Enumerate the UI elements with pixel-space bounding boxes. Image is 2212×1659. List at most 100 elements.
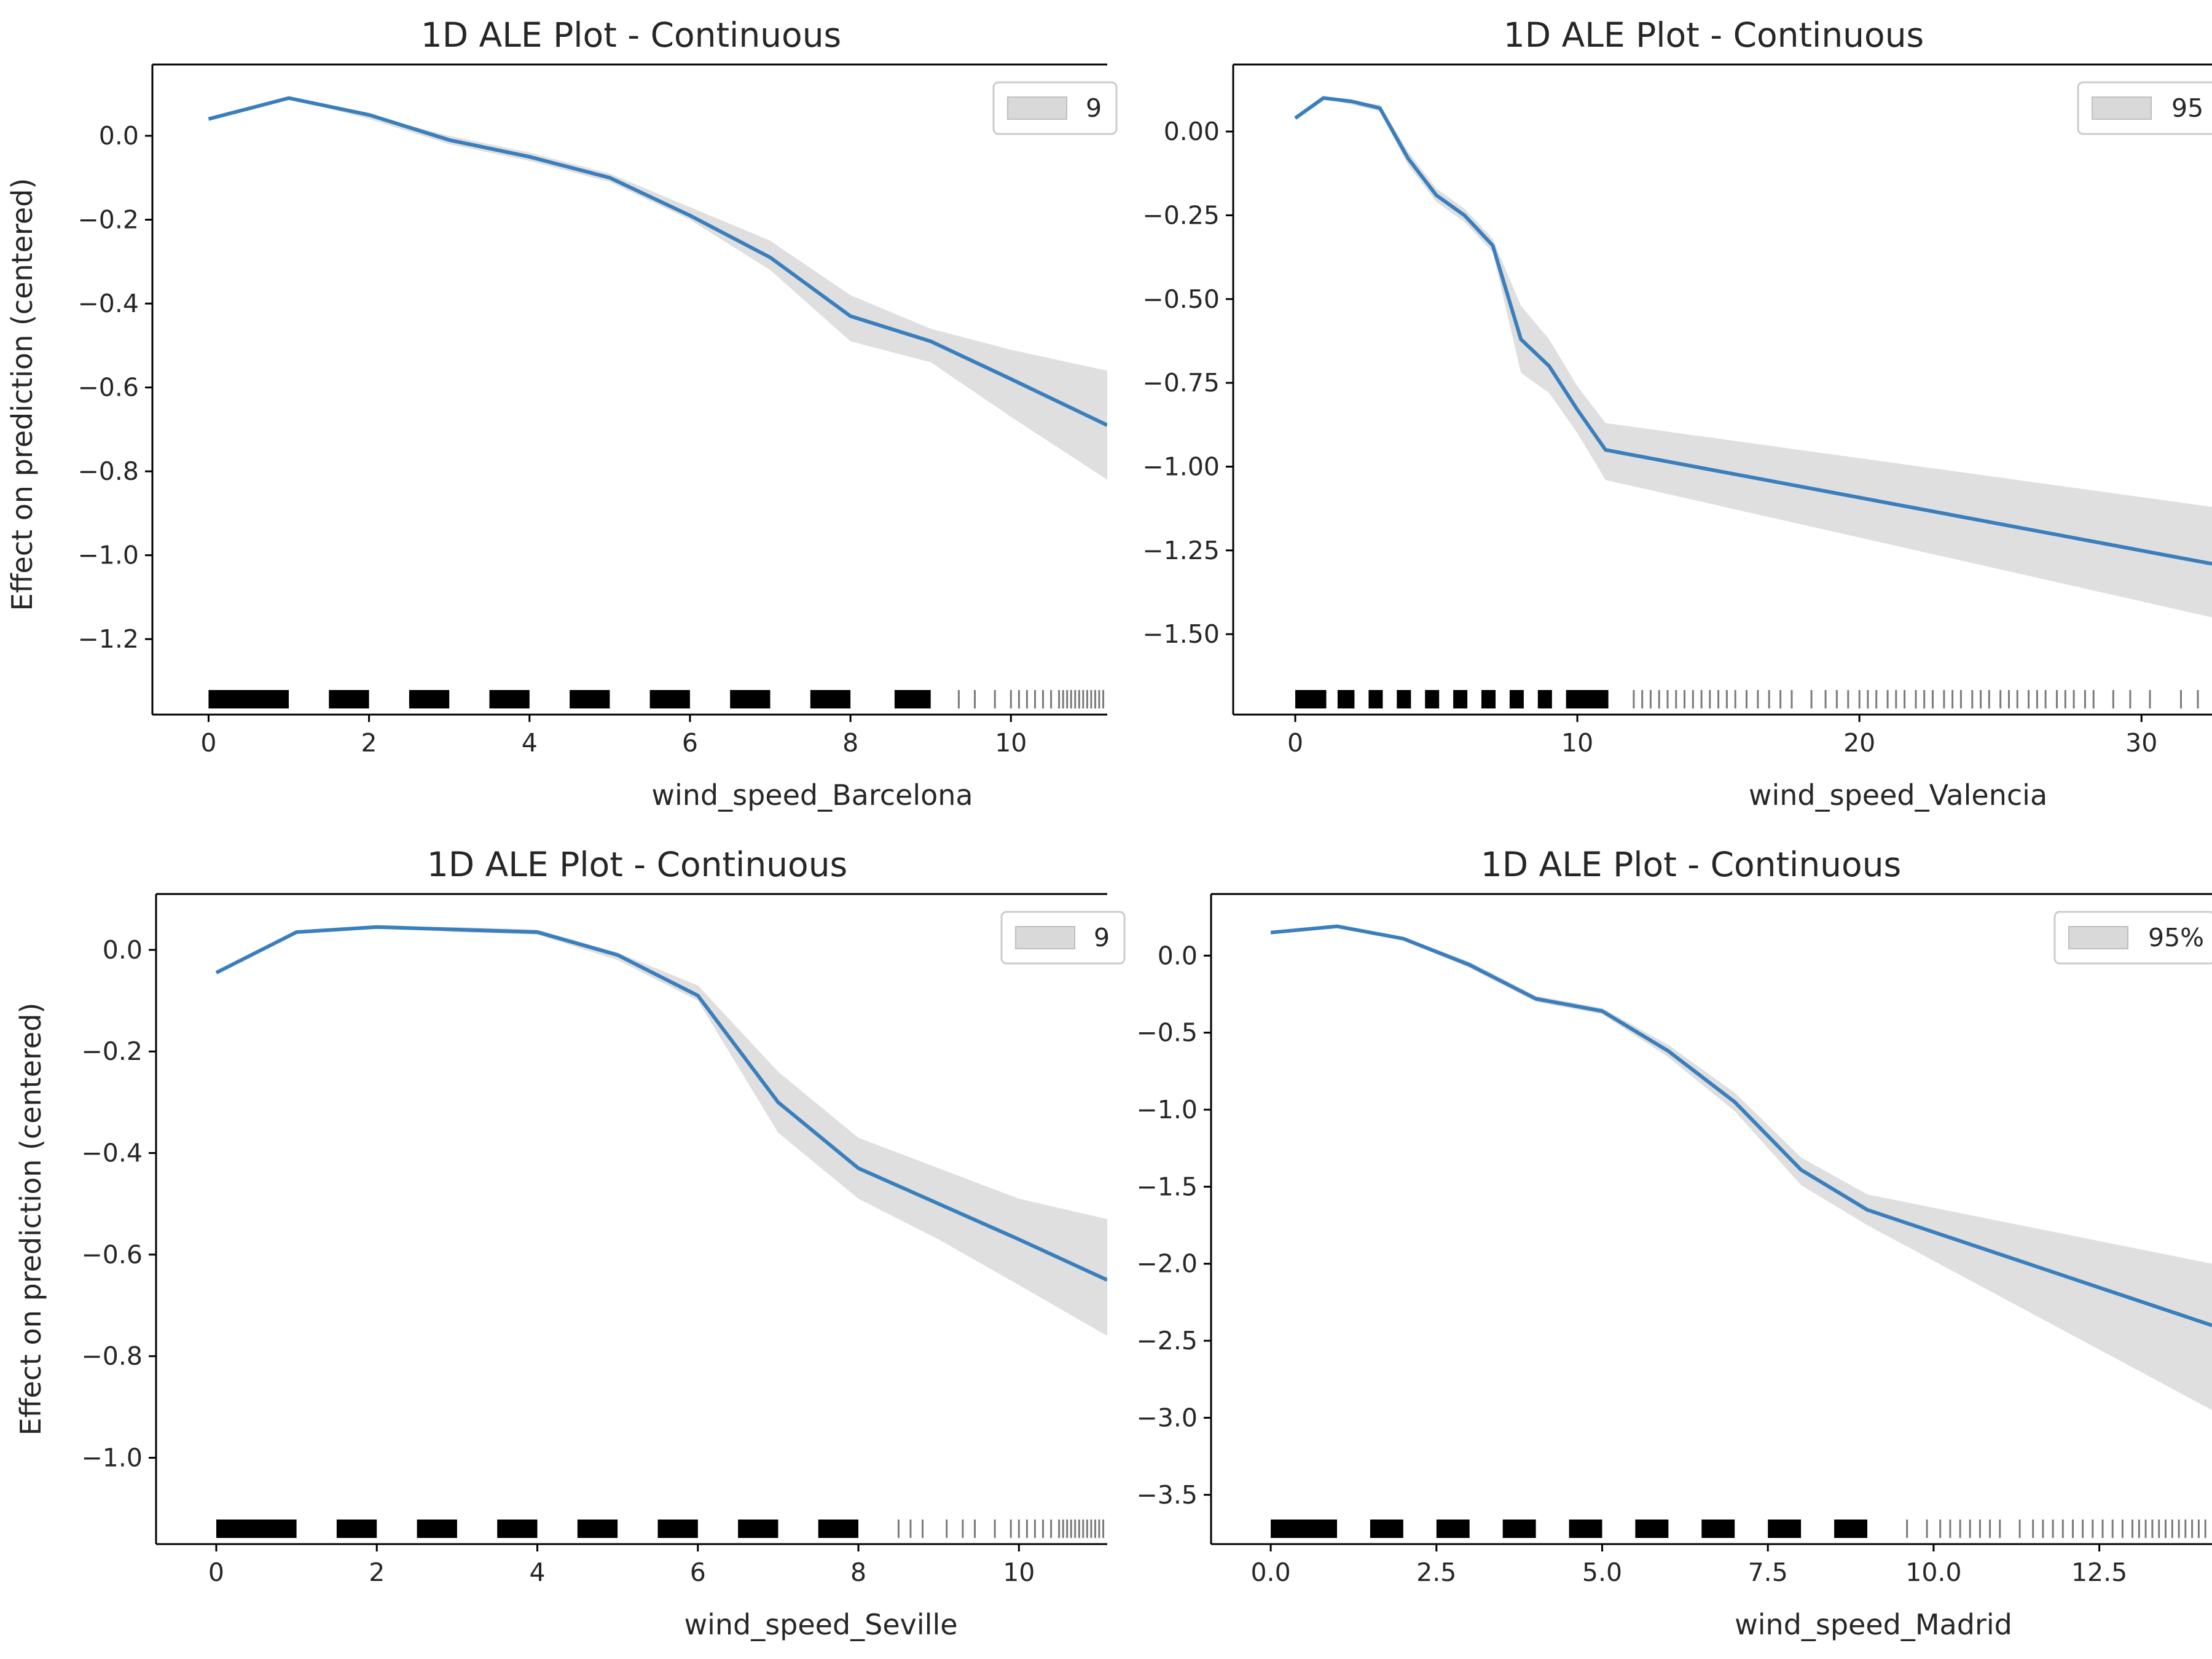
rug-mark xyxy=(1509,690,1524,708)
y-tick-label: −1.0 xyxy=(1136,1095,1198,1124)
x-tick-label: 30 xyxy=(2125,728,2157,758)
y-tick-label: −1.00 xyxy=(1142,452,1220,481)
y-tick-label: −0.2 xyxy=(81,1037,143,1066)
x-tick-label: 20 xyxy=(1843,728,1875,758)
x-tick-label: 2.5 xyxy=(1416,1558,1456,1587)
rug-mark xyxy=(1370,1520,1403,1538)
ale-panel-seville: 1D ALE Plot - Continuous Effect on predi… xyxy=(14,845,1126,1641)
x-axis-label: wind_speed_Madrid xyxy=(1735,1608,2012,1641)
rug-mark xyxy=(577,1520,618,1538)
confidence-band xyxy=(1271,926,2212,1410)
confidence-band xyxy=(208,98,1107,480)
rug-mark xyxy=(208,690,289,708)
rug-mark xyxy=(1502,1520,1536,1538)
legend-box xyxy=(2053,911,2212,965)
rug-mark xyxy=(329,690,369,708)
rug-mark xyxy=(818,1520,858,1538)
y-tick-label: −0.4 xyxy=(81,1139,143,1168)
y-tick-label: −1.25 xyxy=(1142,536,1220,565)
y-tick-label: 0.00 xyxy=(1164,117,1220,146)
rug-mark xyxy=(1397,690,1411,708)
legend-label: 9 xyxy=(1086,93,1102,123)
y-tick-label: −1.5 xyxy=(1136,1172,1198,1201)
x-tick-label: 5.0 xyxy=(1582,1558,1622,1587)
x-tick-label: 4 xyxy=(522,728,538,758)
x-tick-label: 7.5 xyxy=(1748,1558,1788,1587)
rug-mark xyxy=(1271,1520,1337,1538)
rug-mark xyxy=(1337,690,1355,708)
plot-area xyxy=(215,925,1107,1538)
y-tick-label: −1.0 xyxy=(81,1443,143,1472)
panel-title: 1D ALE Plot - Continuous xyxy=(427,845,847,884)
rug-mark xyxy=(1295,690,1327,708)
ale-panel-madrid: 1D ALE Plot - Continuous wind_speed_Madr… xyxy=(1136,845,2212,1641)
ale-line xyxy=(208,96,1107,427)
x-tick-label: 12.5 xyxy=(2071,1558,2127,1587)
y-tick-label: −0.8 xyxy=(81,1341,143,1371)
ale-line xyxy=(215,925,1107,1282)
legend-label: 95% xyxy=(2148,923,2204,952)
rug-mark xyxy=(489,690,530,708)
x-tick-label: 6 xyxy=(690,1558,706,1587)
x-tick-label: 2 xyxy=(369,1558,385,1587)
rug-mark xyxy=(409,690,450,708)
legend: 95 xyxy=(2077,81,2212,135)
y-tick-label: −3.5 xyxy=(1136,1480,1198,1510)
y-tick-label: −0.50 xyxy=(1142,284,1220,314)
x-tick-label: 0.0 xyxy=(1250,1558,1290,1587)
x-tick-label: 2 xyxy=(361,728,377,758)
y-tick-label: −0.6 xyxy=(81,1240,143,1269)
ale-line xyxy=(1294,96,2212,566)
rug-mark xyxy=(730,690,771,708)
x-tick-label: 10 xyxy=(1003,1558,1035,1587)
rug-mark xyxy=(1569,1520,1602,1538)
x-tick-label: 10.0 xyxy=(1905,1558,1961,1587)
x-axis-label: wind_speed_Seville xyxy=(684,1608,957,1641)
x-tick-label: 4 xyxy=(529,1558,545,1587)
y-axis-label: Effect on prediction (centered) xyxy=(6,178,39,611)
confidence-band xyxy=(216,927,1107,1336)
rug-mark xyxy=(1834,1520,1867,1538)
rug-mark xyxy=(894,690,931,708)
y-tick-label: −1.50 xyxy=(1142,619,1220,649)
legend-label: 95 xyxy=(2171,93,2203,123)
rug-mark xyxy=(1425,690,1440,708)
rug-mark xyxy=(810,690,851,708)
legend-swatch xyxy=(1007,96,1067,120)
y-tick-label: −0.5 xyxy=(1136,1018,1198,1048)
rug-mark xyxy=(657,1520,698,1538)
x-tick-label: 0 xyxy=(208,1558,224,1587)
rug-mark xyxy=(1768,1520,1802,1538)
rug-mark xyxy=(738,1520,779,1538)
rug-mark xyxy=(417,1520,457,1538)
y-tick-label: −3.0 xyxy=(1136,1403,1198,1432)
x-tick-label: 10 xyxy=(1561,728,1593,758)
legend-swatch xyxy=(2092,96,2152,120)
y-tick-label: −1.2 xyxy=(77,624,139,654)
x-tick-label: 8 xyxy=(850,1558,866,1587)
legend: 9 xyxy=(992,81,1118,135)
panel-title: 1D ALE Plot - Continuous xyxy=(1504,15,1924,55)
rug-mark xyxy=(570,690,610,708)
x-tick-label: 0 xyxy=(200,728,216,758)
y-tick-label: −0.2 xyxy=(77,205,139,235)
rug-mark xyxy=(497,1520,538,1538)
rug-mark xyxy=(1537,690,1552,708)
rug-mark xyxy=(1481,690,1496,708)
rug-mark xyxy=(1701,1520,1735,1538)
y-tick-label: −0.8 xyxy=(77,457,139,486)
rug-mark xyxy=(1635,1520,1669,1538)
plot-area xyxy=(208,96,1107,708)
y-tick-label: −2.0 xyxy=(1136,1249,1198,1279)
y-tick-label: 0.0 xyxy=(99,121,139,151)
plot-area xyxy=(1294,96,2212,708)
legend-swatch xyxy=(2068,926,2128,949)
y-tick-label: −0.6 xyxy=(77,373,139,402)
panel-title: 1D ALE Plot - Continuous xyxy=(1481,845,1901,884)
x-tick-label: 0 xyxy=(1287,728,1303,758)
legend-swatch xyxy=(1015,926,1075,949)
legend: 9 xyxy=(1000,911,1126,965)
y-tick-label: −1.0 xyxy=(77,541,139,570)
rug-mark xyxy=(1453,690,1468,708)
y-tick-label: −0.4 xyxy=(77,289,139,318)
